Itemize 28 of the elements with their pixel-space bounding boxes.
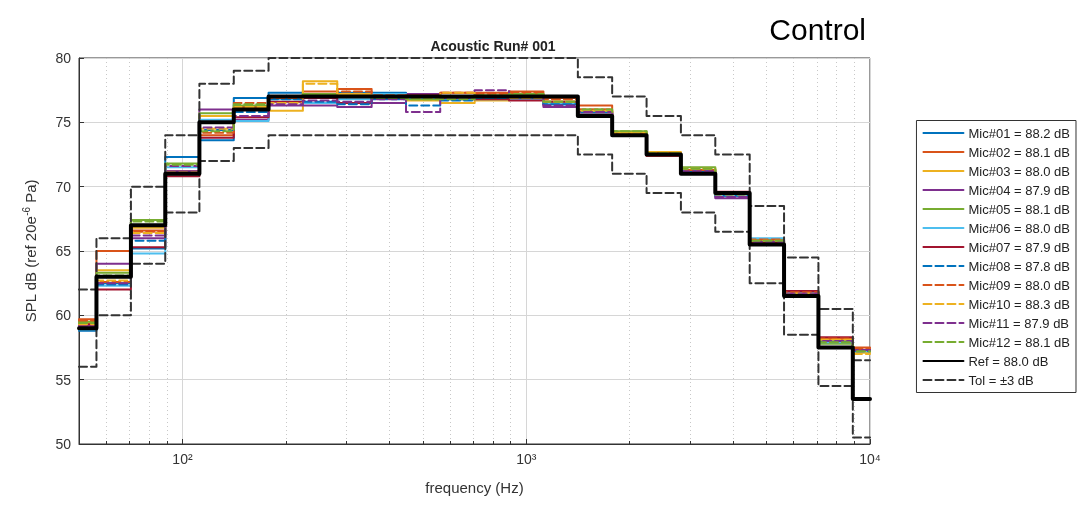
x-tick-label: 10⁴	[859, 451, 881, 467]
legend-label: Tol = ±3 dB	[968, 372, 1034, 388]
x-tick-label: 10³	[516, 451, 537, 467]
y-axis-title: SPL dB (ref 20e-6 Pa)	[20, 179, 39, 323]
legend-label: Mic#04 = 87.9 dB	[968, 182, 1071, 198]
legend-label: Mic#11 = 87.9 dB	[968, 315, 1070, 331]
legend-label: Mic#06 = 88.0 dB	[968, 220, 1071, 236]
y-tick-label: 55	[55, 371, 72, 388]
legend-label: Mic#09 = 88.0 dB	[968, 277, 1071, 293]
legend-label: Ref = 88.0 dB	[968, 353, 1049, 369]
legend-label: Mic#02 = 88.1 dB	[968, 144, 1071, 160]
y-tick-label: 75	[55, 114, 72, 131]
legend-label: Mic#12 = 88.1 dB	[968, 334, 1071, 350]
legend-label: Mic#01 = 88.2 dB	[968, 125, 1071, 141]
chart-title: Acoustic Run# 001	[430, 38, 556, 54]
legend-label: Mic#05 = 88.1 dB	[968, 201, 1071, 217]
y-tick-label: 70	[55, 178, 72, 195]
legend-label: Mic#07 = 87.9 dB	[968, 239, 1071, 255]
legend-label: Mic#08 = 87.8 dB	[968, 258, 1071, 274]
x-axis-title: frequency (Hz)	[425, 479, 524, 496]
legend-label: Mic#03 = 88.0 dB	[968, 163, 1071, 179]
y-tick-label: 50	[55, 436, 72, 452]
y-tick-label: 80	[55, 50, 72, 66]
text: Control	[769, 12, 867, 46]
legend-label: Mic#10 = 88.3 dB	[968, 296, 1071, 312]
x-tick-label: 10²	[172, 451, 193, 467]
y-tick-label: 65	[55, 243, 72, 259]
y-tick-label: 60	[55, 307, 72, 324]
